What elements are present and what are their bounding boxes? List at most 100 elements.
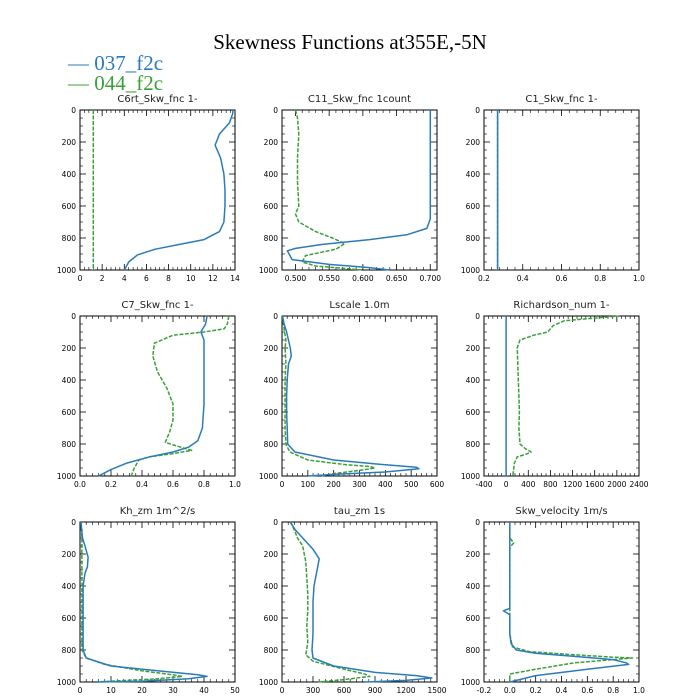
plot-frame <box>281 315 438 477</box>
series-line-037_f2c <box>502 522 630 683</box>
y-tick-label: 1000 <box>57 472 76 481</box>
legend-item-037: — 037_f2c <box>68 51 164 75</box>
x-tick-label: 0 <box>280 480 285 489</box>
y-tick-label: 1000 <box>461 266 480 275</box>
y-tick-label: 200 <box>264 550 279 559</box>
x-tick-label: 14 <box>230 274 240 283</box>
panel-4: C7_Skw_fnc 1- 0.0 0.2 0.4 0.6 0.8 1.0 0 200 400 60… <box>57 300 241 489</box>
y-tick-label: 800 <box>466 440 481 449</box>
x-tick-label: 0.4 <box>517 274 529 283</box>
panel-title: Richardson_num 1- <box>513 300 610 311</box>
plot-frame <box>79 521 236 683</box>
x-tick-label: 0 <box>504 480 509 489</box>
x-tick-label: 30 <box>168 686 178 695</box>
y-tick-label: 1000 <box>57 678 76 687</box>
y-tick-label: 400 <box>466 376 481 385</box>
y-tick-label: 1000 <box>57 266 76 275</box>
series-line-037_f2c <box>281 315 420 477</box>
x-tick-label: 0.500 <box>285 274 307 283</box>
series-line-044_f2c <box>512 315 620 477</box>
series-line-044_f2c <box>294 109 363 271</box>
x-tick-label: 0.650 <box>386 274 408 283</box>
y-tick-label: 1000 <box>259 678 278 687</box>
x-tick-label: 0 <box>78 686 83 695</box>
series-line-044_f2c <box>130 315 230 477</box>
y-tick-label: 600 <box>264 202 279 211</box>
x-tick-label: 2000 <box>607 480 626 489</box>
x-tick-label: 6 <box>144 274 149 283</box>
plot-frame <box>483 109 640 271</box>
x-tick-label: 100 <box>301 480 316 489</box>
y-tick-label: 400 <box>264 376 279 385</box>
x-tick-label: 4 <box>122 274 127 283</box>
y-tick-label: 600 <box>466 614 481 623</box>
panel-8: tau_zm 1s 0 300 600 900 1200 1500 0 200 400 600 800… <box>259 506 447 695</box>
panel-6: Richardson_num 1--400 0 400 800 1200 1600 2000… <box>461 300 649 489</box>
x-tick-label: 600 <box>337 686 352 695</box>
x-tick-label: 10 <box>186 274 196 283</box>
series-line-044_f2c <box>509 522 634 682</box>
y-tick-label: 200 <box>62 138 77 147</box>
x-tick-label: 2400 <box>629 480 648 489</box>
y-tick-label: 1000 <box>259 266 278 275</box>
series-line-037_f2c <box>98 315 208 477</box>
x-tick-label: 0.4 <box>556 686 568 695</box>
x-tick-label: 1.0 <box>633 274 645 283</box>
page-title: Skewness Functions at355E,-5N <box>213 30 487 54</box>
y-tick-label: 0 <box>475 312 480 321</box>
y-tick-label: 200 <box>264 344 279 353</box>
x-tick-label: 400 <box>378 480 393 489</box>
plot-frame <box>79 315 236 477</box>
y-tick-label: 600 <box>62 614 77 623</box>
series-line-037_f2c <box>289 521 433 683</box>
plot-frame <box>281 521 438 683</box>
series-line-037_f2c <box>123 110 234 271</box>
x-tick-label: 0.6 <box>581 686 593 695</box>
y-tick-label: 800 <box>466 234 481 243</box>
x-tick-label: 2 <box>100 274 105 283</box>
series-line-037_f2c <box>80 521 208 683</box>
y-tick-label: 1000 <box>461 472 480 481</box>
panel-3: C1_Skw_fnc 1- 0.2 0.4 0.6 0.8 1.0 0 200 400 600 80… <box>461 94 645 283</box>
x-tick-label: 0.2 <box>105 480 117 489</box>
plot-frame <box>79 109 236 271</box>
y-tick-label: 400 <box>466 170 481 179</box>
y-tick-label: 0 <box>475 518 480 527</box>
x-tick-label: 1.0 <box>229 480 241 489</box>
x-tick-label: 0.2 <box>530 686 542 695</box>
x-tick-label: 1200 <box>563 480 582 489</box>
y-tick-label: 200 <box>466 138 481 147</box>
y-tick-label: 0 <box>71 312 76 321</box>
y-tick-label: 600 <box>466 202 481 211</box>
series-line-044_f2c <box>281 315 376 477</box>
x-tick-label: 12 <box>208 274 218 283</box>
y-tick-label: 200 <box>62 550 77 559</box>
plot-frame <box>281 109 438 271</box>
x-tick-label: 0.0 <box>74 480 86 489</box>
panel-title: C1_Skw_fnc 1- <box>525 94 598 105</box>
panel-9: Skw_velocity 1m/s -0.2 0.0 0.2 0.4 0.6 0.8 1.0 0… <box>461 506 645 695</box>
x-tick-label: 0.8 <box>607 686 619 695</box>
y-tick-label: 600 <box>264 408 279 417</box>
y-tick-label: 600 <box>466 408 481 417</box>
x-tick-label: 0.600 <box>352 274 374 283</box>
y-tick-label: 800 <box>62 440 77 449</box>
x-tick-label: 8 <box>166 274 171 283</box>
y-tick-label: 400 <box>264 582 279 591</box>
legend-item-044: — 044_f2c <box>68 71 164 95</box>
x-tick-label: 1600 <box>585 480 604 489</box>
x-tick-label: 50 <box>230 686 240 695</box>
y-tick-label: 400 <box>466 582 481 591</box>
y-tick-label: 400 <box>62 376 77 385</box>
x-tick-label: 900 <box>368 686 383 695</box>
x-tick-label: 300 <box>352 480 367 489</box>
x-tick-label: 0.8 <box>198 480 210 489</box>
y-tick-label: 200 <box>466 344 481 353</box>
x-tick-label: 200 <box>327 480 342 489</box>
y-tick-label: 0 <box>273 312 278 321</box>
y-tick-label: 800 <box>264 646 279 655</box>
x-tick-label: 0.8 <box>594 274 606 283</box>
x-tick-label: 600 <box>430 480 445 489</box>
x-tick-label: 1200 <box>396 686 415 695</box>
